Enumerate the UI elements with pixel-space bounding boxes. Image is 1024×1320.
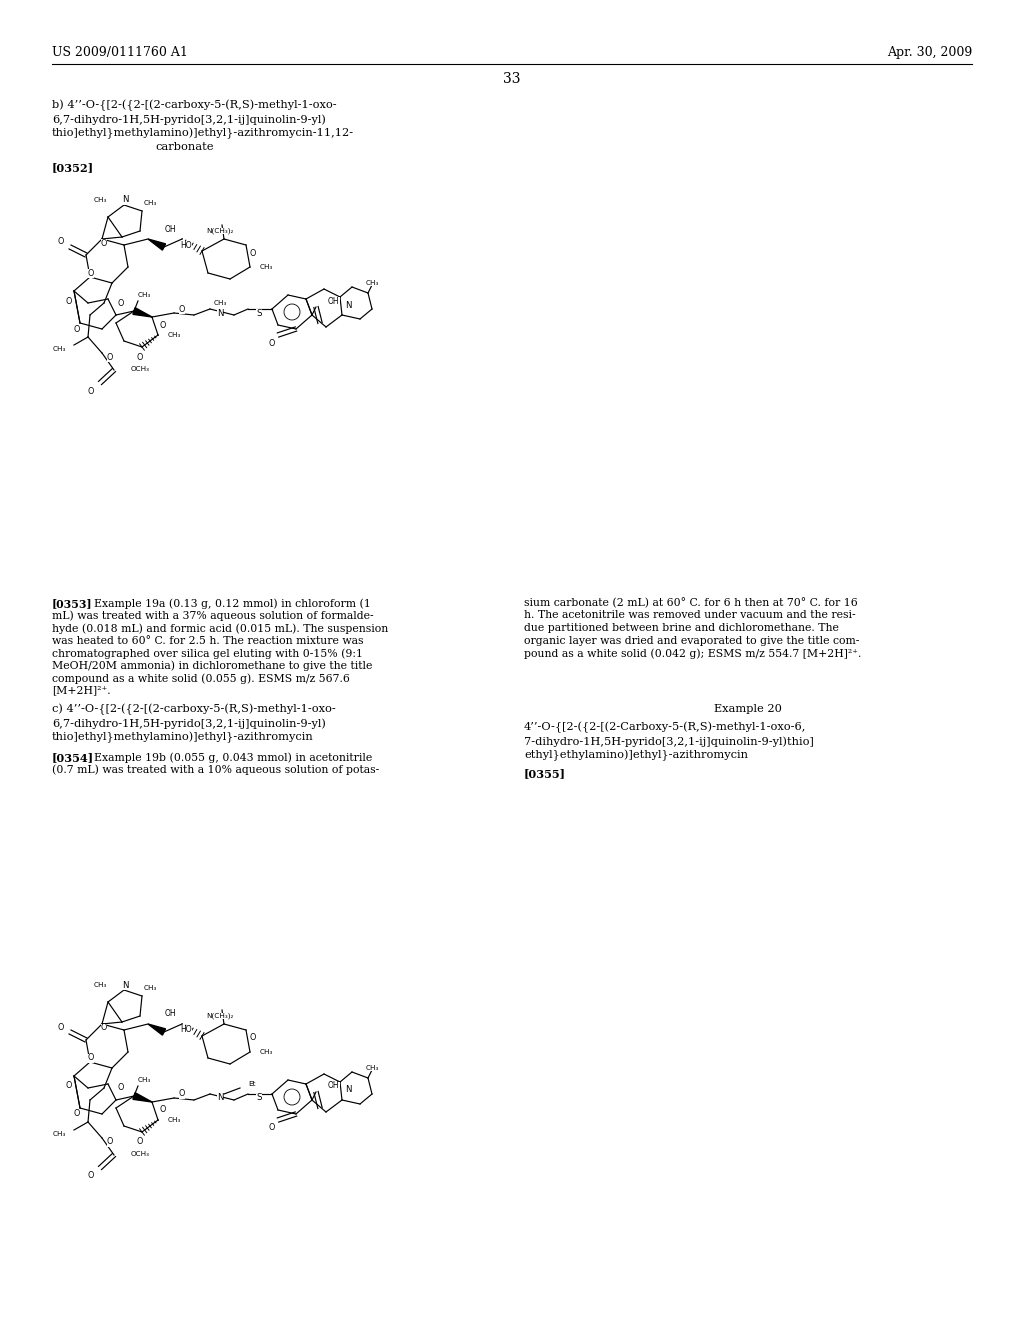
Text: Example 19a (0.13 g, 0.12 mmol) in chloroform (1: Example 19a (0.13 g, 0.12 mmol) in chlor… <box>94 598 371 609</box>
Text: 7-dihydro-1H,5H-pyrido[3,2,1-ij]quinolin-9-yl)thio]: 7-dihydro-1H,5H-pyrido[3,2,1-ij]quinolin… <box>524 737 814 747</box>
Text: N: N <box>217 1093 223 1102</box>
Text: O: O <box>88 387 94 396</box>
Text: HO: HO <box>180 240 193 249</box>
Text: O: O <box>250 1034 256 1043</box>
Text: O: O <box>137 352 143 362</box>
Text: [0352]: [0352] <box>52 162 94 173</box>
Text: Et: Et <box>248 1081 256 1086</box>
Text: CH₃: CH₃ <box>52 1131 66 1137</box>
Text: HO: HO <box>180 1026 193 1035</box>
Text: organic layer was dried and evaporated to give the title com-: organic layer was dried and evaporated t… <box>524 635 859 645</box>
Text: OCH₃: OCH₃ <box>130 1151 150 1158</box>
Text: CH₃: CH₃ <box>213 300 226 306</box>
Text: b) 4’’-O-{[2-({2-[(2-carboxy-5-(R,S)-methyl-1-oxo-: b) 4’’-O-{[2-({2-[(2-carboxy-5-(R,S)-met… <box>52 100 337 111</box>
Text: CH₃: CH₃ <box>144 201 158 206</box>
Text: OH: OH <box>328 1081 340 1090</box>
Text: CH₃: CH₃ <box>168 333 181 338</box>
Text: CH₃: CH₃ <box>138 292 152 298</box>
Text: O: O <box>88 268 94 277</box>
Text: O: O <box>74 1110 80 1118</box>
Text: O: O <box>106 352 114 362</box>
Text: was heated to 60° C. for 2.5 h. The reaction mixture was: was heated to 60° C. for 2.5 h. The reac… <box>52 635 364 645</box>
Text: S: S <box>256 1093 262 1102</box>
Text: O: O <box>137 1138 143 1147</box>
Text: US 2009/0111760 A1: US 2009/0111760 A1 <box>52 46 187 59</box>
Text: h. The acetonitrile was removed under vacuum and the resi-: h. The acetonitrile was removed under va… <box>524 610 856 620</box>
Text: O: O <box>117 1084 123 1093</box>
Text: 6,7-dihydro-1H,5H-pyrido[3,2,1-ij]quinolin-9-yl): 6,7-dihydro-1H,5H-pyrido[3,2,1-ij]quinol… <box>52 718 326 729</box>
Polygon shape <box>133 308 152 317</box>
Text: ethyl}ethylamino)]ethyl}-azithromycin: ethyl}ethylamino)]ethyl}-azithromycin <box>524 750 748 762</box>
Text: O: O <box>160 1106 166 1114</box>
Text: thio]ethyl}methylamino)]ethyl}-azithromycin: thio]ethyl}methylamino)]ethyl}-azithromy… <box>52 733 313 743</box>
Text: N(CH₃)₂: N(CH₃)₂ <box>206 228 233 234</box>
Text: O: O <box>66 297 72 305</box>
Text: CH₃: CH₃ <box>260 264 273 271</box>
Text: Example 20: Example 20 <box>714 704 782 714</box>
Text: O: O <box>117 298 123 308</box>
Text: O: O <box>66 1081 72 1090</box>
Text: O: O <box>160 321 166 330</box>
Text: S: S <box>256 309 262 318</box>
Text: O: O <box>100 1023 108 1032</box>
Polygon shape <box>148 239 166 249</box>
Text: OCH₃: OCH₃ <box>130 366 150 372</box>
Text: due partitioned between brine and dichloromethane. The: due partitioned between brine and dichlo… <box>524 623 839 634</box>
Text: OH: OH <box>164 224 176 234</box>
Text: compound as a white solid (0.055 g). ESMS m/z 567.6: compound as a white solid (0.055 g). ESM… <box>52 673 350 684</box>
Text: CH₃: CH₃ <box>138 1077 152 1082</box>
Text: (0.7 mL) was treated with a 10% aqueous solution of potas-: (0.7 mL) was treated with a 10% aqueous … <box>52 764 379 775</box>
Polygon shape <box>148 1024 166 1035</box>
Text: CH₃: CH₃ <box>260 1049 273 1055</box>
Text: N: N <box>217 309 223 318</box>
Text: thio]ethyl}methylamino)]ethyl}-azithromycin-11,12-: thio]ethyl}methylamino)]ethyl}-azithromy… <box>52 128 354 140</box>
Text: CH₃: CH₃ <box>144 985 158 991</box>
Text: O: O <box>250 248 256 257</box>
Text: Example 19b (0.055 g, 0.043 mmol) in acetonitrile: Example 19b (0.055 g, 0.043 mmol) in ace… <box>94 752 373 763</box>
Text: O: O <box>269 1123 275 1133</box>
Text: CH₃: CH₃ <box>366 1065 379 1071</box>
Text: O: O <box>57 1023 63 1031</box>
Text: 33: 33 <box>503 73 521 86</box>
Text: N(CH₃)₂: N(CH₃)₂ <box>206 1012 233 1019</box>
Text: OH: OH <box>164 1010 176 1019</box>
Text: hyde (0.018 mL) and formic acid (0.015 mL). The suspension: hyde (0.018 mL) and formic acid (0.015 m… <box>52 623 388 634</box>
Text: [0355]: [0355] <box>524 768 566 779</box>
Text: sium carbonate (2 mL) at 60° C. for 6 h then at 70° C. for 16: sium carbonate (2 mL) at 60° C. for 6 h … <box>524 598 858 609</box>
Text: O: O <box>88 1053 94 1063</box>
Text: O: O <box>100 239 108 248</box>
Text: CH₃: CH₃ <box>168 1117 181 1123</box>
Text: Apr. 30, 2009: Apr. 30, 2009 <box>887 46 972 59</box>
Text: mL) was treated with a 37% aqueous solution of formalde-: mL) was treated with a 37% aqueous solut… <box>52 610 374 622</box>
Text: O: O <box>269 338 275 347</box>
Text: carbonate: carbonate <box>156 143 214 152</box>
Text: CH₃: CH₃ <box>93 197 106 203</box>
Text: O: O <box>88 1172 94 1180</box>
Text: c) 4’’-O-{[2-({2-[(2-carboxy-5-(R,S)-methyl-1-oxo-: c) 4’’-O-{[2-({2-[(2-carboxy-5-(R,S)-met… <box>52 704 336 715</box>
Text: chromatographed over silica gel eluting with 0-15% (9:1: chromatographed over silica gel eluting … <box>52 648 362 659</box>
Text: O: O <box>74 325 80 334</box>
Text: N: N <box>345 301 351 309</box>
Text: 4’’-O-{[2-({2-[(2-Carboxy-5-(R,S)-methyl-1-oxo-6,: 4’’-O-{[2-({2-[(2-Carboxy-5-(R,S)-methyl… <box>524 722 806 734</box>
Text: CH₃: CH₃ <box>93 982 106 987</box>
Text: OH: OH <box>328 297 340 305</box>
Polygon shape <box>133 1093 152 1102</box>
Text: CH₃: CH₃ <box>52 346 66 352</box>
Text: O: O <box>57 238 63 247</box>
Text: CH₃: CH₃ <box>366 280 379 286</box>
Text: O: O <box>106 1138 114 1147</box>
Text: [0353]: [0353] <box>52 598 92 609</box>
Text: O: O <box>179 1089 185 1098</box>
Text: N: N <box>122 981 128 990</box>
Text: [0354]: [0354] <box>52 752 94 763</box>
Text: [M+2H]²⁺.: [M+2H]²⁺. <box>52 685 111 696</box>
Text: MeOH/20M ammonia) in dichloromethane to give the title: MeOH/20M ammonia) in dichloromethane to … <box>52 660 373 671</box>
Text: N: N <box>345 1085 351 1094</box>
Text: N: N <box>122 195 128 205</box>
Text: 6,7-dihydro-1H,5H-pyrido[3,2,1-ij]quinolin-9-yl): 6,7-dihydro-1H,5H-pyrido[3,2,1-ij]quinol… <box>52 114 326 124</box>
Text: pound as a white solid (0.042 g); ESMS m/z 554.7 [M+2H]²⁺.: pound as a white solid (0.042 g); ESMS m… <box>524 648 861 659</box>
Text: O: O <box>179 305 185 314</box>
